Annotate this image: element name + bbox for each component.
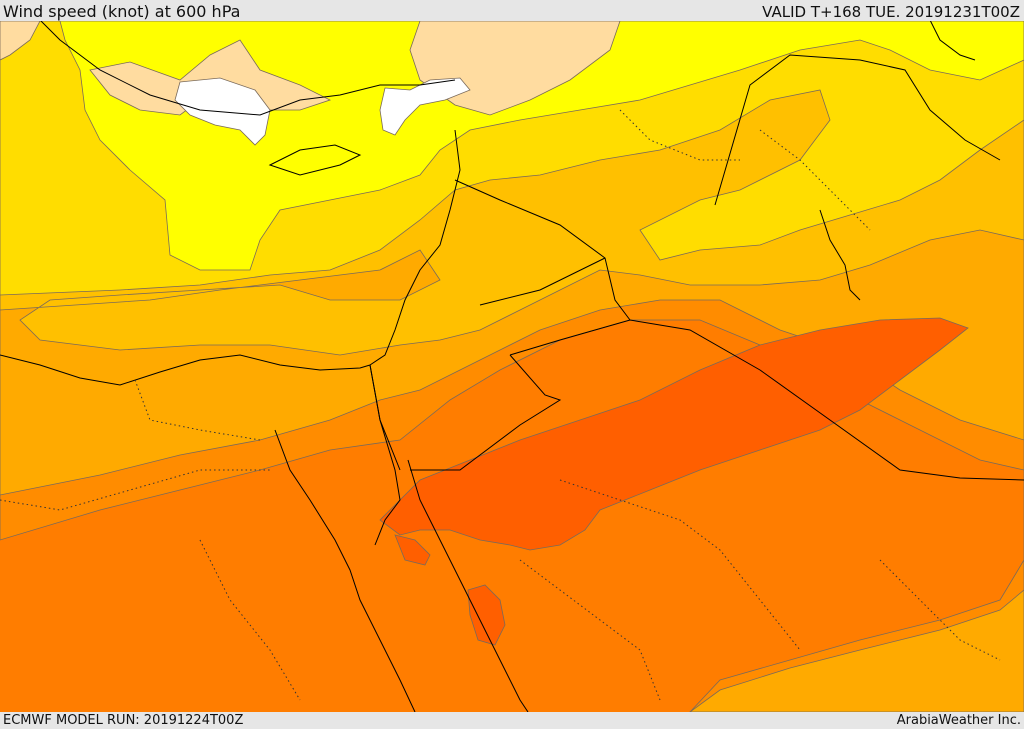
- coast-red-sea-east: [407, 459, 529, 712]
- calm-area-east: [379, 77, 471, 136]
- credit: ArabiaWeather Inc.: [896, 713, 1021, 728]
- dotted-border-1: [134, 379, 261, 441]
- border-saudi-north: [509, 319, 1024, 481]
- model-run: ECMWF MODEL RUN: 20191224T00Z: [3, 713, 244, 728]
- dotted-border-5: [519, 559, 661, 701]
- caspian-edge: [929, 21, 976, 61]
- border-east: [714, 54, 1001, 206]
- dotted-border-8: [879, 559, 1001, 661]
- header-bar: Wind speed (knot) at 600 hPa VALID T+168…: [0, 0, 1024, 21]
- dotted-border-3: [199, 539, 301, 701]
- coast-turkey-south: [40, 21, 456, 116]
- map-title: Wind speed (knot) at 600 hPa: [3, 2, 241, 21]
- map-canvas: [0, 21, 1024, 712]
- coast-red-sea-west: [274, 429, 416, 712]
- admin-borders: [0, 109, 1001, 701]
- footer-bar: ECMWF MODEL RUN: 20191224T00Z ArabiaWeat…: [0, 712, 1024, 729]
- border-jordan: [479, 257, 606, 306]
- border-saudi-west: [410, 354, 562, 471]
- valid-time: VALID T+168 TUE. 20191231T00Z: [762, 3, 1020, 21]
- band-amber-se: [689, 589, 1024, 712]
- gulf-coast: [819, 209, 861, 301]
- coast-north-africa: [0, 354, 371, 386]
- band-peach-west: [89, 39, 332, 116]
- band-peach-nw: [0, 21, 41, 61]
- band-red-orange-core: [379, 317, 969, 551]
- border-egypt-sudan: [369, 364, 401, 471]
- wind-speed-map: [0, 21, 1024, 712]
- band-yellow: [59, 21, 1024, 271]
- cyprus: [268, 144, 362, 176]
- border-iraq: [454, 179, 631, 321]
- band-red-orange-blob: [467, 584, 506, 646]
- coast-levant: [369, 129, 461, 366]
- band-red-orange-blob2: [394, 534, 431, 566]
- dotted-border-2: [0, 469, 270, 511]
- coastlines: [0, 21, 1024, 712]
